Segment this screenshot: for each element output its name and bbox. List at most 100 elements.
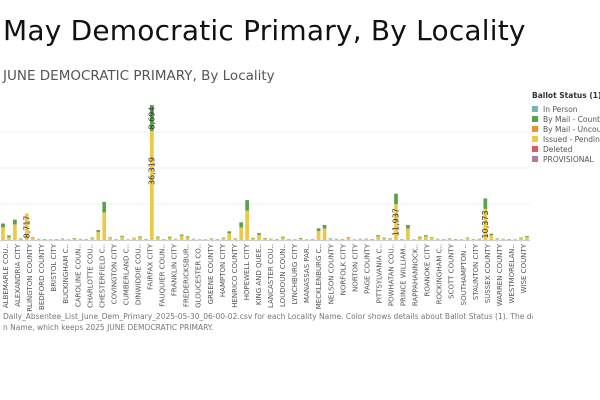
bar-segment-by-mail-counted[interactable] bbox=[179, 234, 184, 236]
bar-segment-issued-pending[interactable] bbox=[501, 239, 506, 240]
bar-segment-by-mail-counted[interactable] bbox=[167, 236, 172, 238]
bar[interactable] bbox=[412, 239, 416, 241]
bar[interactable] bbox=[96, 230, 101, 240]
bar[interactable] bbox=[227, 231, 232, 240]
bar[interactable] bbox=[155, 236, 160, 240]
bar[interactable] bbox=[215, 239, 220, 240]
bar-segment-issued-pending[interactable] bbox=[239, 227, 244, 240]
bar-segment-issued-pending[interactable] bbox=[519, 238, 523, 240]
bar[interactable] bbox=[150, 104, 154, 240]
bar-segment-issued-pending[interactable] bbox=[1, 227, 5, 240]
bar-segment-by-mail-counted[interactable] bbox=[394, 193, 398, 205]
bar-segment-issued-pending[interactable] bbox=[340, 239, 345, 240]
bar-segment-issued-pending[interactable] bbox=[322, 228, 327, 240]
bar[interactable] bbox=[388, 238, 392, 240]
bar[interactable] bbox=[108, 237, 113, 240]
legend-item[interactable]: By Mail - Counta bbox=[532, 114, 600, 124]
bar-segment-issued-pending[interactable] bbox=[316, 231, 321, 240]
bar-segment-issued-pending[interactable] bbox=[114, 239, 118, 240]
bar[interactable] bbox=[417, 236, 422, 240]
bar-segment-issued-pending[interactable] bbox=[96, 232, 101, 240]
bar-segment-by-mail-counted[interactable] bbox=[257, 233, 261, 235]
bar[interactable] bbox=[84, 239, 89, 240]
bar-segment-issued-pending[interactable] bbox=[54, 239, 59, 240]
bar[interactable] bbox=[382, 237, 386, 240]
bar-segment-by-mail-counted[interactable] bbox=[519, 237, 523, 239]
bar-segment-issued-pending[interactable] bbox=[227, 233, 232, 240]
bar[interactable] bbox=[495, 238, 500, 240]
bar-segment-issued-pending[interactable] bbox=[269, 238, 273, 240]
bar[interactable] bbox=[281, 236, 285, 240]
bar-segment-by-mail-counted[interactable] bbox=[138, 236, 142, 238]
bar-segment-issued-pending[interactable] bbox=[406, 228, 410, 240]
bar-segment-issued-pending[interactable] bbox=[245, 210, 249, 240]
bar-segment-issued-pending[interactable] bbox=[209, 238, 214, 240]
bar[interactable] bbox=[292, 239, 297, 241]
bar[interactable] bbox=[233, 238, 238, 240]
bar[interactable] bbox=[525, 236, 529, 240]
bar-segment-issued-pending[interactable] bbox=[447, 238, 452, 240]
bar-segment-by-mail-counted[interactable] bbox=[322, 225, 327, 229]
bar-segment-issued-pending[interactable] bbox=[275, 239, 279, 240]
bar-segment-issued-pending[interactable] bbox=[376, 236, 380, 240]
bar-segment-issued-pending[interactable] bbox=[233, 238, 238, 240]
bar-segment-issued-pending[interactable] bbox=[126, 239, 130, 241]
bar-segment-issued-pending[interactable] bbox=[215, 239, 220, 240]
bar[interactable] bbox=[275, 239, 279, 240]
bar-segment-by-mail-counted[interactable] bbox=[346, 237, 351, 238]
bar-segment-issued-pending[interactable] bbox=[489, 235, 494, 240]
bar[interactable] bbox=[173, 238, 178, 240]
bar-segment-by-mail-counted[interactable] bbox=[185, 236, 190, 238]
bar-segment-issued-pending[interactable] bbox=[24, 213, 29, 240]
bar-segment-by-mail-counted[interactable] bbox=[281, 236, 285, 238]
bar-segment-by-mail-counted[interactable] bbox=[429, 237, 434, 238]
bar-segment-by-mail-counted[interactable] bbox=[382, 237, 386, 239]
bar[interactable] bbox=[245, 200, 249, 240]
bar[interactable] bbox=[364, 238, 369, 240]
legend-item[interactable]: In Person bbox=[532, 104, 600, 114]
bar[interactable] bbox=[423, 235, 428, 240]
bar-segment-by-mail-counted[interactable] bbox=[251, 237, 255, 239]
bar-segment-issued-pending[interactable] bbox=[102, 212, 107, 240]
bar[interactable] bbox=[334, 238, 339, 240]
bar-segment-issued-pending[interactable] bbox=[412, 239, 416, 241]
bar[interactable] bbox=[72, 238, 77, 240]
bar[interactable] bbox=[465, 237, 470, 240]
bar-segment-issued-pending[interactable] bbox=[459, 239, 464, 241]
bar[interactable] bbox=[358, 238, 363, 240]
bar[interactable] bbox=[13, 219, 17, 240]
bar[interactable] bbox=[30, 237, 35, 240]
bar-segment-issued-pending[interactable] bbox=[197, 239, 202, 241]
bar[interactable] bbox=[24, 213, 29, 240]
bar[interactable] bbox=[7, 235, 11, 241]
legend-item[interactable]: Issued - Pending bbox=[532, 134, 600, 144]
bar-segment-by-mail-counted[interactable] bbox=[316, 228, 321, 231]
bar-segment-issued-pending[interactable] bbox=[221, 238, 226, 240]
bar-segment-by-mail-counted[interactable] bbox=[483, 198, 488, 209]
bar-segment-issued-pending[interactable] bbox=[382, 238, 386, 240]
bar[interactable] bbox=[304, 239, 309, 241]
bar-segment-by-mail-counted[interactable] bbox=[90, 237, 95, 239]
bar[interactable] bbox=[429, 237, 434, 240]
bar[interactable] bbox=[501, 238, 506, 240]
bar[interactable] bbox=[435, 238, 440, 240]
bar-segment-issued-pending[interactable] bbox=[48, 239, 53, 241]
bar[interactable] bbox=[310, 238, 315, 240]
bar[interactable] bbox=[60, 238, 65, 240]
bar-segment-by-mail-counted[interactable] bbox=[227, 231, 232, 234]
bar[interactable] bbox=[48, 239, 53, 241]
bar-segment-issued-pending[interactable] bbox=[292, 239, 297, 241]
bar-segment-issued-pending[interactable] bbox=[155, 237, 160, 240]
bar[interactable] bbox=[286, 239, 291, 240]
bar-segment-by-mail-counted[interactable] bbox=[489, 233, 494, 236]
bar-segment-by-mail-counted[interactable] bbox=[120, 235, 124, 237]
bar-segment-by-mail-counted[interactable] bbox=[1, 223, 5, 228]
bar-segment-by-mail-counted[interactable] bbox=[245, 200, 249, 211]
legend-item[interactable]: By Mail - Uncou bbox=[532, 124, 600, 134]
bar[interactable] bbox=[376, 235, 380, 240]
bar[interactable] bbox=[483, 198, 488, 240]
bar[interactable] bbox=[102, 201, 107, 240]
bar-segment-issued-pending[interactable] bbox=[513, 239, 517, 241]
bar-segment-by-mail-counted[interactable] bbox=[417, 236, 422, 238]
bar-segment-issued-pending[interactable] bbox=[370, 239, 375, 240]
